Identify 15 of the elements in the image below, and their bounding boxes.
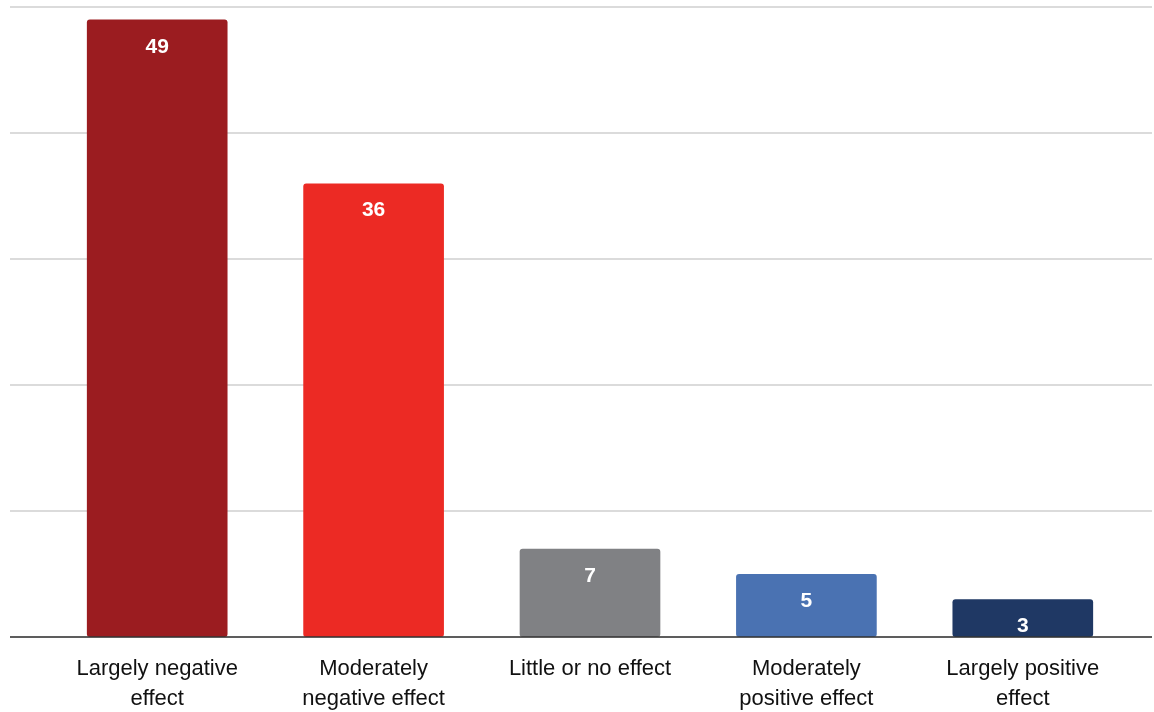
x-tick-label: Little or no effect bbox=[508, 655, 672, 680]
data-label: 5 bbox=[800, 588, 813, 611]
bar bbox=[952, 599, 1094, 637]
x-tick-label: Largely negative effect bbox=[76, 655, 238, 710]
bar bbox=[303, 183, 444, 637]
x-tick-label: Largely positive effect bbox=[946, 655, 1100, 710]
data-label: 49 bbox=[145, 33, 169, 57]
bar bbox=[86, 19, 228, 637]
data-label: 3 bbox=[1016, 613, 1029, 637]
data-label: 36 bbox=[361, 197, 386, 221]
bar bbox=[736, 574, 877, 637]
x-tick-label: Moderately negative effect bbox=[302, 655, 445, 710]
x-tick-label: Moderately positive effect bbox=[739, 655, 874, 710]
data-label: 7 bbox=[584, 562, 596, 586]
bar bbox=[519, 548, 661, 637]
